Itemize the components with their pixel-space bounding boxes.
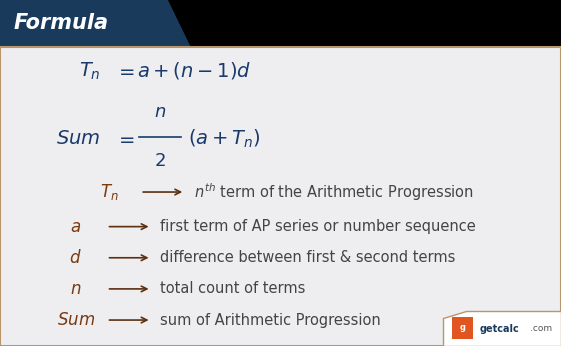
- Text: $=$: $=$: [115, 129, 135, 148]
- Text: $Sum$: $Sum$: [57, 311, 95, 329]
- Text: getcalc: getcalc: [480, 324, 519, 334]
- Text: $T_n$: $T_n$: [100, 182, 119, 202]
- Text: $a + (n - 1)d$: $a + (n - 1)d$: [137, 61, 252, 81]
- Polygon shape: [0, 0, 191, 47]
- Text: Formula: Formula: [14, 13, 109, 33]
- Text: $d$: $d$: [70, 249, 82, 267]
- Text: g: g: [459, 323, 465, 333]
- Text: $n^{th}$ term of the Arithmetic Progression: $n^{th}$ term of the Arithmetic Progress…: [194, 181, 473, 203]
- Text: $a$: $a$: [70, 218, 81, 236]
- Bar: [452, 317, 473, 339]
- Text: .com: .com: [530, 324, 552, 333]
- Text: sum of Arithmetic Progression: sum of Arithmetic Progression: [160, 312, 380, 328]
- Polygon shape: [168, 0, 561, 47]
- Text: $T_n$: $T_n$: [79, 60, 100, 82]
- Text: $n$: $n$: [154, 103, 166, 121]
- Text: $n$: $n$: [70, 280, 81, 298]
- Text: total count of terms: total count of terms: [160, 281, 305, 297]
- Text: first term of AP series or number sequence: first term of AP series or number sequen…: [160, 219, 476, 234]
- Text: difference between first & second terms: difference between first & second terms: [160, 250, 456, 265]
- Polygon shape: [443, 311, 561, 346]
- Text: $2$: $2$: [154, 152, 165, 170]
- Text: $Sum$: $Sum$: [56, 129, 100, 148]
- Text: $=$: $=$: [115, 62, 135, 80]
- Text: $(a + T_n)$: $(a + T_n)$: [188, 127, 260, 149]
- Bar: [0, 47, 561, 346]
